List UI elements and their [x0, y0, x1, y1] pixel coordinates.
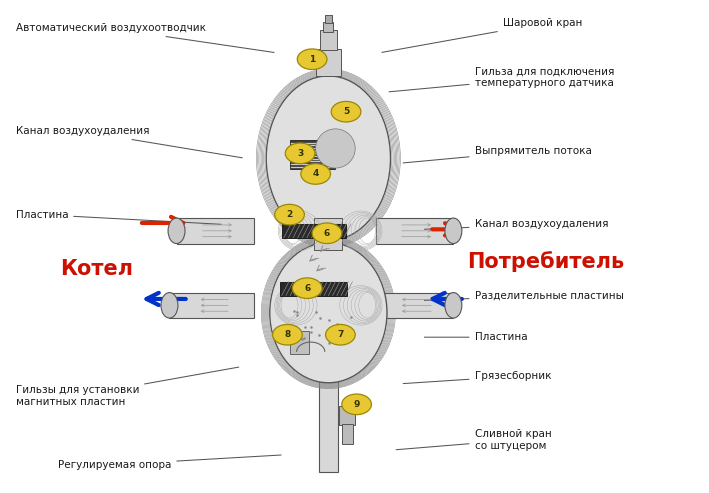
- Text: Выпрямитель потока: Выпрямитель потока: [403, 146, 591, 163]
- FancyBboxPatch shape: [342, 424, 353, 444]
- Text: 5: 5: [343, 107, 349, 116]
- FancyBboxPatch shape: [320, 30, 337, 50]
- FancyBboxPatch shape: [325, 15, 332, 24]
- Text: Канал воздухоудаления: Канал воздухоудаления: [16, 126, 242, 158]
- FancyBboxPatch shape: [376, 218, 453, 244]
- Text: Грязесборник: Грязесборник: [403, 371, 551, 384]
- Text: 9: 9: [353, 400, 359, 409]
- Text: Шаровой кран: Шаровой кран: [382, 18, 582, 52]
- FancyBboxPatch shape: [339, 406, 354, 425]
- Text: Сливной кран
со штуцером: Сливной кран со штуцером: [396, 429, 552, 451]
- Ellipse shape: [266, 76, 391, 241]
- Circle shape: [301, 164, 330, 184]
- Text: Разделительные пластины: Разделительные пластины: [425, 290, 623, 301]
- Text: 8: 8: [284, 330, 291, 339]
- Text: 6: 6: [324, 229, 330, 238]
- Text: Гильза для подключения
температурного датчика: Гильза для подключения температурного да…: [389, 67, 614, 92]
- Text: 3: 3: [297, 149, 303, 158]
- FancyBboxPatch shape: [289, 331, 309, 354]
- Text: Регулируемая опора: Регулируемая опора: [58, 455, 281, 470]
- FancyBboxPatch shape: [177, 218, 255, 244]
- FancyBboxPatch shape: [314, 218, 342, 250]
- Circle shape: [272, 324, 302, 345]
- Text: Пластина: Пластина: [16, 210, 221, 224]
- Ellipse shape: [445, 218, 462, 244]
- Circle shape: [274, 204, 304, 225]
- FancyBboxPatch shape: [376, 292, 453, 318]
- Ellipse shape: [316, 129, 355, 168]
- Circle shape: [292, 278, 322, 298]
- Ellipse shape: [269, 243, 387, 383]
- Text: Пластина: Пластина: [425, 332, 527, 342]
- FancyBboxPatch shape: [323, 22, 333, 32]
- Text: 7: 7: [337, 330, 344, 339]
- Circle shape: [325, 324, 355, 345]
- Text: Канал воздухоудаления: Канал воздухоудаления: [425, 219, 608, 229]
- Text: Котел: Котел: [60, 258, 133, 279]
- Ellipse shape: [161, 292, 178, 318]
- Circle shape: [285, 143, 315, 164]
- FancyBboxPatch shape: [319, 369, 337, 472]
- FancyBboxPatch shape: [280, 282, 347, 295]
- FancyBboxPatch shape: [169, 292, 255, 318]
- Ellipse shape: [168, 218, 185, 244]
- FancyBboxPatch shape: [316, 49, 341, 76]
- Ellipse shape: [445, 292, 462, 318]
- Circle shape: [331, 102, 361, 122]
- Text: Гильзы для установки
магнитных пластин: Гильзы для установки магнитных пластин: [16, 367, 239, 407]
- Text: Потребитель: Потребитель: [467, 251, 625, 272]
- FancyBboxPatch shape: [282, 224, 346, 238]
- Text: 2: 2: [286, 210, 293, 219]
- Circle shape: [297, 49, 327, 70]
- FancyBboxPatch shape: [289, 140, 335, 169]
- Text: Автоматический воздухоотводчик: Автоматический воздухоотводчик: [16, 23, 274, 52]
- Circle shape: [312, 223, 342, 244]
- Circle shape: [342, 394, 372, 415]
- Text: 6: 6: [304, 283, 311, 293]
- Text: 1: 1: [309, 55, 316, 64]
- Text: 4: 4: [313, 170, 319, 178]
